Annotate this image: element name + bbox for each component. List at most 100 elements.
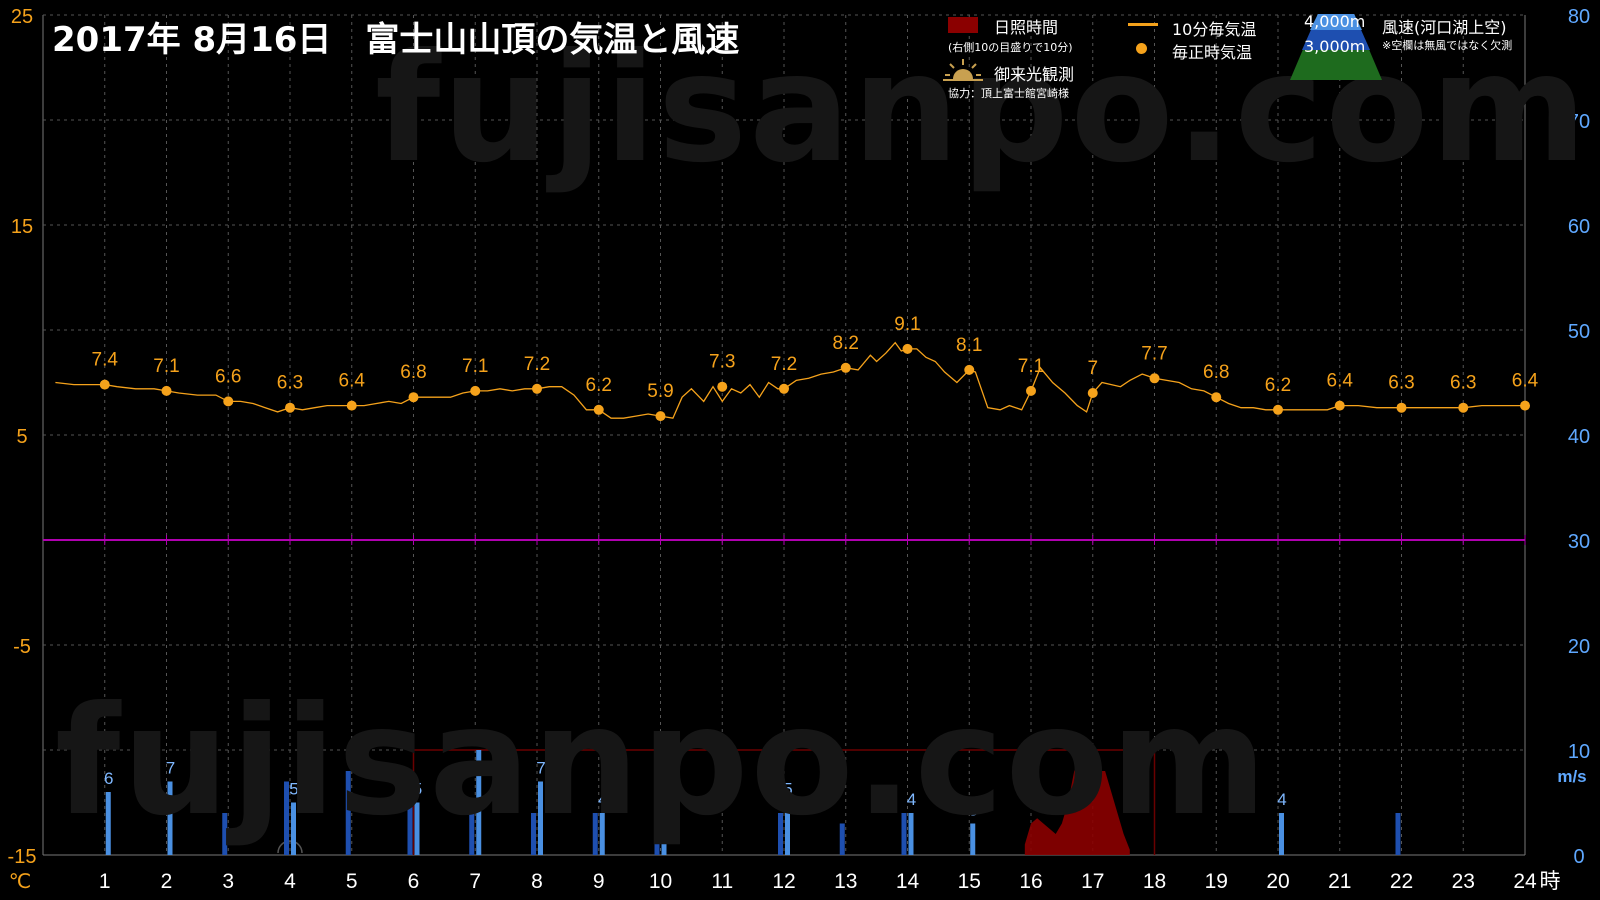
legend-wind: 風速(河口湖上空) xyxy=(1382,18,1507,37)
y-right-tick-label: 40 xyxy=(1568,426,1590,448)
x-tick-label: 11 xyxy=(711,870,733,893)
wind-value-label: 4 xyxy=(598,790,607,809)
hourly-temp-label: 6.3 xyxy=(277,373,303,394)
hourly-temp-point xyxy=(1026,385,1036,396)
wind-bar-3000m xyxy=(901,813,907,855)
wind-bar-3000m xyxy=(407,781,413,855)
wind-bar-4000m xyxy=(291,802,296,855)
hourly-temp-point xyxy=(717,381,728,392)
legend-sunshine-note: (右側10の目盛りで10分) xyxy=(948,41,1073,54)
wind-bar-4000m xyxy=(1279,813,1284,855)
hourly-temp-point xyxy=(593,404,604,415)
wind-bar-4000m xyxy=(105,792,111,855)
wind-value-label: 7 xyxy=(536,759,545,778)
legend-alt-3000: 3,000m xyxy=(1304,37,1366,56)
x-tick-label: 21 xyxy=(1328,870,1351,893)
wind-bar-4000m xyxy=(661,813,667,855)
watermark-top: fujisanpo.com xyxy=(375,22,1589,196)
hourly-temp-point xyxy=(655,411,666,422)
sunshine-area xyxy=(1024,760,1130,855)
wind-value-label: 4 xyxy=(1277,790,1286,809)
hourly-temp-point xyxy=(161,385,172,396)
y-right-tick-label: 80 xyxy=(1568,6,1590,28)
y-left-unit-label: ℃ xyxy=(9,869,31,893)
y-left-tick-label: 25 xyxy=(11,6,33,28)
sunshine-frame xyxy=(412,749,1156,855)
x-tick-label: 8 xyxy=(531,870,543,893)
x-tick-label: 15 xyxy=(958,870,981,893)
hourly-temp-point xyxy=(840,362,851,373)
x-tick-label: 5 xyxy=(346,870,358,893)
x-tick-label: 12 xyxy=(772,870,795,893)
hourly-temp-label: 6.3 xyxy=(1388,373,1414,394)
hourly-temp-point xyxy=(902,343,913,354)
x-tick-label: 22 xyxy=(1390,870,1413,893)
x-tick-label: 6 xyxy=(408,870,420,893)
wind-bar-3000m xyxy=(284,781,289,855)
wind-bar-3000m xyxy=(1395,813,1401,855)
hourly-temp-point xyxy=(1396,402,1407,413)
x-axis-label: 時 xyxy=(1540,869,1561,893)
wind-value-label: 3 xyxy=(969,801,978,820)
hourly-temp-point xyxy=(470,385,481,396)
x-tick-label: 23 xyxy=(1452,870,1475,893)
hourly-temp-label: 8.2 xyxy=(833,333,859,354)
mountain-icon xyxy=(1288,10,1384,82)
x-tick-label: 4 xyxy=(284,870,296,893)
wind-bar-3000m xyxy=(469,802,475,855)
hourly-temp-point xyxy=(1458,402,1469,413)
hourly-temp-label: 7.4 xyxy=(92,350,119,371)
y-right-tick-label: 70 xyxy=(1568,111,1590,133)
wind-bar-4000m xyxy=(785,802,790,855)
wind-value-label: 10 xyxy=(470,727,489,746)
wind-value-label: 7 xyxy=(166,759,175,778)
sun-icon xyxy=(943,57,983,81)
legend-goraiko: 御来光観測 xyxy=(994,65,1075,84)
y-left-tick-label: 15 xyxy=(11,216,33,238)
x-tick-label: 18 xyxy=(1143,870,1166,893)
x-tick-label: 3 xyxy=(222,870,234,893)
hourly-temp-point xyxy=(1334,400,1345,411)
hourly-temp-point xyxy=(1520,400,1530,411)
hourly-temp-label: 7.1 xyxy=(462,356,488,377)
chart-title: 2017年 8月16日 富士山山頂の気温と風速 xyxy=(52,20,740,60)
hourly-temp-point xyxy=(346,400,357,411)
wind-bar-4000m xyxy=(414,802,420,855)
wind-bar-4000m xyxy=(538,781,543,855)
wind-bar-4000m xyxy=(908,813,914,855)
sunshine-swatch xyxy=(948,17,978,33)
wind-bar-4000m xyxy=(167,781,173,855)
legend-sunshine: 日照時間 xyxy=(994,18,1059,37)
hourly-temp-point xyxy=(1149,373,1160,384)
hourly-temp-label: 8.1 xyxy=(956,335,982,356)
y-left-tick-label: -15 xyxy=(8,846,37,868)
wind-bar-3000m xyxy=(345,771,351,855)
y-right-tick-label: 50 xyxy=(1568,321,1590,343)
wind-bar-3000m xyxy=(778,813,783,855)
x-tick-label: 24 xyxy=(1513,870,1537,893)
hourly-temp-point xyxy=(99,379,110,390)
wind-value-label: 4 xyxy=(660,790,669,809)
hourly-temp-point xyxy=(532,383,542,394)
y-right-tick-label: 60 xyxy=(1568,216,1590,238)
wind-bar-4000m xyxy=(970,823,976,855)
wind-value-label: 4 xyxy=(907,790,916,809)
x-tick-label: 14 xyxy=(896,870,920,893)
hourly-temp-label: 7.2 xyxy=(524,354,550,375)
y-right-tick-label: 20 xyxy=(1568,636,1590,658)
hourly-temp-label: 6.4 xyxy=(1327,371,1354,392)
hourly-temp-point xyxy=(964,364,975,375)
hourly-temp-label: 5.9 xyxy=(647,381,673,402)
hourly-temp-point xyxy=(408,392,419,403)
hourly-temp-point xyxy=(223,396,234,407)
hourly-temp-label: 6.8 xyxy=(1203,362,1229,383)
hourly-temp-label: 7.1 xyxy=(153,356,179,377)
wind-value-label: 5 xyxy=(413,780,422,799)
goraiko-marker xyxy=(277,840,303,854)
hourly-temp-label: 6.4 xyxy=(1512,371,1539,392)
hourly-temp-label: 6.3 xyxy=(1450,373,1476,394)
hourly-temp-label: 9.1 xyxy=(894,314,920,335)
wind-bar-3000m xyxy=(222,813,228,855)
wind-bar-4000m xyxy=(476,750,482,855)
